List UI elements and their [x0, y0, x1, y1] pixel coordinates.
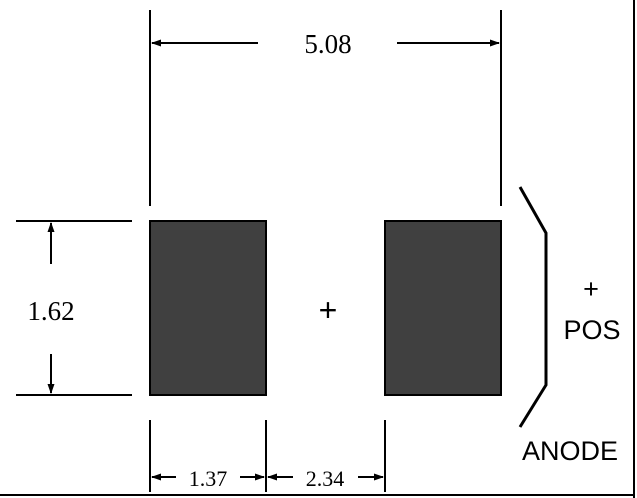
- polarity-pos-label: POS: [563, 315, 620, 345]
- dimension-label-pad-gap: 2.34: [306, 466, 345, 491]
- dimension-label-overall-width: 5.08: [304, 29, 351, 59]
- pad-left: [149, 220, 267, 396]
- polarity-plus-label: +: [583, 274, 599, 304]
- polarity-anode-label: ANODE: [522, 436, 618, 466]
- pad-right: [384, 220, 502, 396]
- dimension-label-pad-width: 1.37: [189, 466, 228, 491]
- center-mark: +: [319, 292, 338, 328]
- dimension-label-pad-height: 1.62: [27, 296, 74, 326]
- polarity-bracket: [518, 186, 548, 428]
